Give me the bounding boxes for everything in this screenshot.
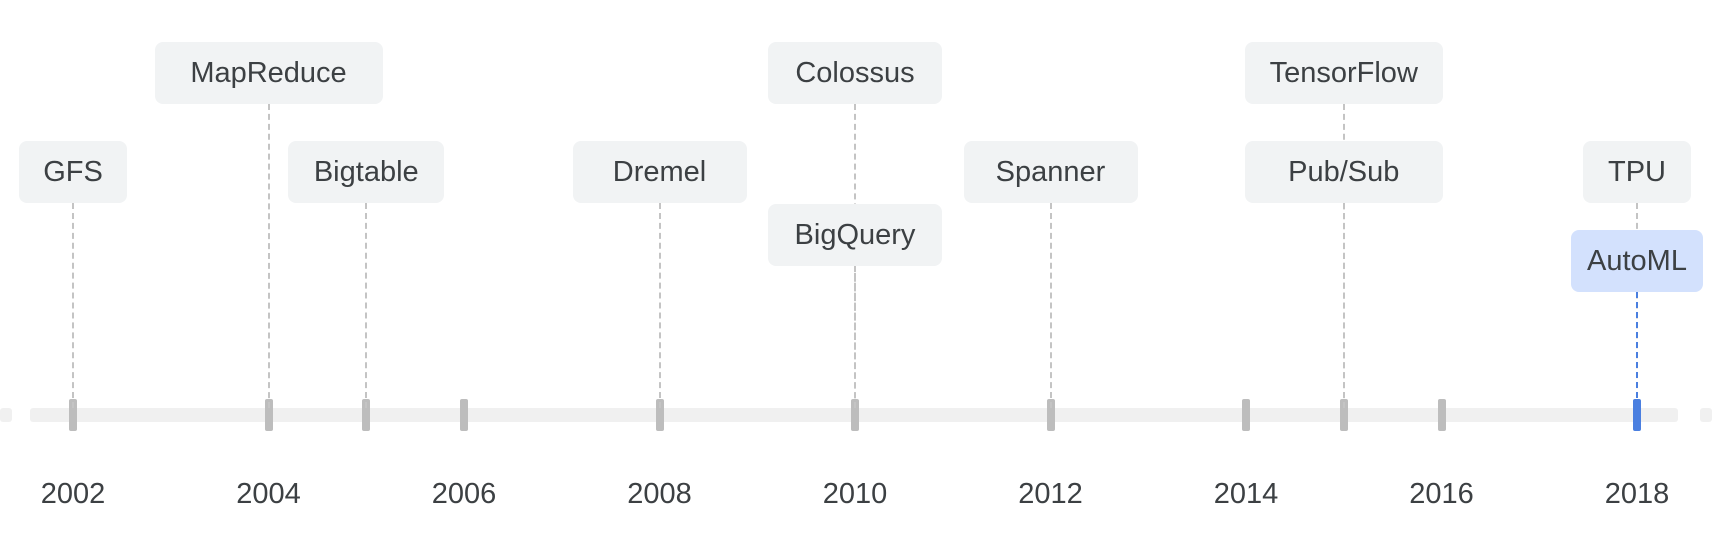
year-label: 2010 xyxy=(822,478,888,510)
event-spanner: Spanner xyxy=(963,141,1138,203)
tick-mark xyxy=(1339,399,1348,431)
event-pub-sub: Pub/Sub xyxy=(1244,141,1443,203)
tick-mark xyxy=(851,399,859,431)
event-connector xyxy=(267,104,270,408)
year-label: 2002 xyxy=(40,478,106,510)
tick-mark xyxy=(264,399,273,431)
tick-mark xyxy=(1437,399,1446,431)
tick-mark xyxy=(1242,399,1250,431)
axis-right-stub xyxy=(1700,408,1712,422)
event-connector xyxy=(365,203,368,408)
event-tensorflow: TensorFlow xyxy=(1244,42,1443,104)
event-tpu: TPU xyxy=(1583,141,1691,203)
tick-mark xyxy=(69,399,77,431)
year-label: 2016 xyxy=(1409,478,1474,510)
event-bigtable: Bigtable xyxy=(288,141,445,203)
tick-mark-highlighted xyxy=(1633,399,1641,431)
event-gfs: GFS xyxy=(19,141,127,203)
event-connector xyxy=(1636,292,1638,408)
tick-mark xyxy=(460,399,468,431)
year-label: 2008 xyxy=(627,478,692,510)
axis-left-stub xyxy=(0,408,12,422)
event-dremel: Dremel xyxy=(572,141,747,203)
year-label: 2018 xyxy=(1604,478,1670,510)
event-colossus: Colossus xyxy=(768,42,942,104)
tick-mark xyxy=(362,399,371,431)
event-automl: AutoML xyxy=(1571,230,1703,292)
tick-mark xyxy=(1046,399,1055,431)
year-label: 2014 xyxy=(1213,478,1279,510)
year-label: 2012 xyxy=(1018,478,1083,510)
event-connector xyxy=(658,203,661,408)
tick-mark xyxy=(655,399,664,431)
event-connector xyxy=(1342,203,1345,408)
event-connector xyxy=(1049,203,1052,408)
year-label: 2006 xyxy=(431,478,497,510)
event-mapreduce: MapReduce xyxy=(154,42,383,104)
event-connector xyxy=(854,266,856,408)
event-connector xyxy=(72,203,74,408)
year-label: 2004 xyxy=(236,478,301,510)
event-bigquery: BigQuery xyxy=(768,204,942,266)
